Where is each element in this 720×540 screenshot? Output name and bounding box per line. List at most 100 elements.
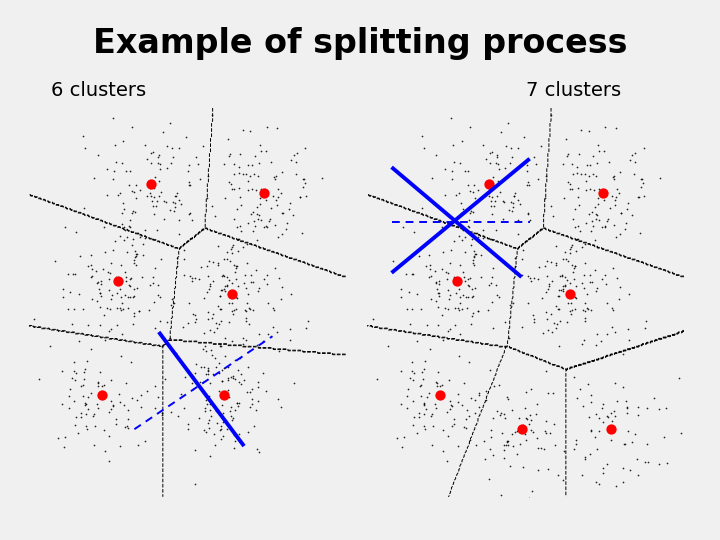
Point [585,160,596,169]
Point [475,251,487,259]
Point [477,226,489,235]
Point [275,403,287,411]
Point [457,205,469,213]
Point [101,303,112,312]
Point [658,433,670,442]
Point [464,187,476,195]
Text: Example of splitting process: Example of splitting process [93,27,627,60]
Point [217,432,229,441]
Point [161,163,172,172]
Point [562,257,574,266]
Point [265,158,276,167]
Point [453,306,464,314]
Point [540,417,552,426]
Point [509,253,521,262]
Point [431,278,442,286]
Point [246,160,258,169]
Point [238,243,249,252]
Point [203,396,215,405]
Point [503,334,514,343]
Point [184,178,195,186]
Point [201,400,212,408]
Point [523,181,534,190]
Point [395,399,406,408]
Point [608,407,620,415]
Point [633,192,644,201]
Point [94,320,105,329]
Point [217,286,228,294]
Point [583,413,595,422]
Point [202,172,213,180]
Point [501,437,513,445]
Point [592,329,603,338]
Point [125,282,136,291]
Point [87,411,99,420]
Point [442,327,454,335]
Point [673,374,685,383]
Point [503,205,514,214]
Point [576,470,588,479]
Point [452,389,464,398]
Point [124,281,135,289]
Point [461,406,472,414]
Point [245,172,256,180]
Point [154,160,166,168]
Point [506,430,518,438]
Point [609,201,621,210]
Point [184,299,195,308]
Point [210,319,221,328]
Point [208,429,220,438]
Point [60,433,71,442]
Point [192,160,204,168]
Point [235,379,247,388]
Point [91,267,102,275]
Point [56,366,68,375]
Point [121,247,132,256]
Point [482,183,494,192]
Point [228,444,240,453]
Point [296,228,307,237]
Point [92,382,104,390]
Point [229,355,240,364]
Point [521,167,533,176]
Point [127,235,139,244]
Point [567,170,578,178]
Point [505,144,516,152]
Point [225,402,237,411]
Point [503,437,514,445]
Point [227,243,238,252]
Point [169,192,181,201]
Point [288,211,300,219]
Point [528,315,540,323]
Point [199,363,210,372]
Point [253,284,265,292]
Point [215,341,227,350]
Point [462,180,473,189]
Point [590,172,602,180]
Point [222,255,233,264]
Point [221,247,233,256]
Point [201,392,212,400]
Point [283,205,294,213]
Point [560,255,572,264]
Point [254,141,266,150]
Point [601,330,613,339]
Point [246,400,258,408]
Point [86,261,97,269]
Point [579,170,590,178]
Point [66,320,77,328]
Point [469,249,480,258]
Point [172,412,184,421]
Point [219,255,230,264]
Point [599,146,611,155]
Point [451,191,462,199]
Point [425,294,436,303]
Point [441,268,452,276]
Point [544,428,556,437]
Point [574,384,585,393]
Point [103,275,114,284]
Point [204,415,215,424]
Point [416,204,428,213]
Point [430,400,441,408]
Point [260,195,271,204]
